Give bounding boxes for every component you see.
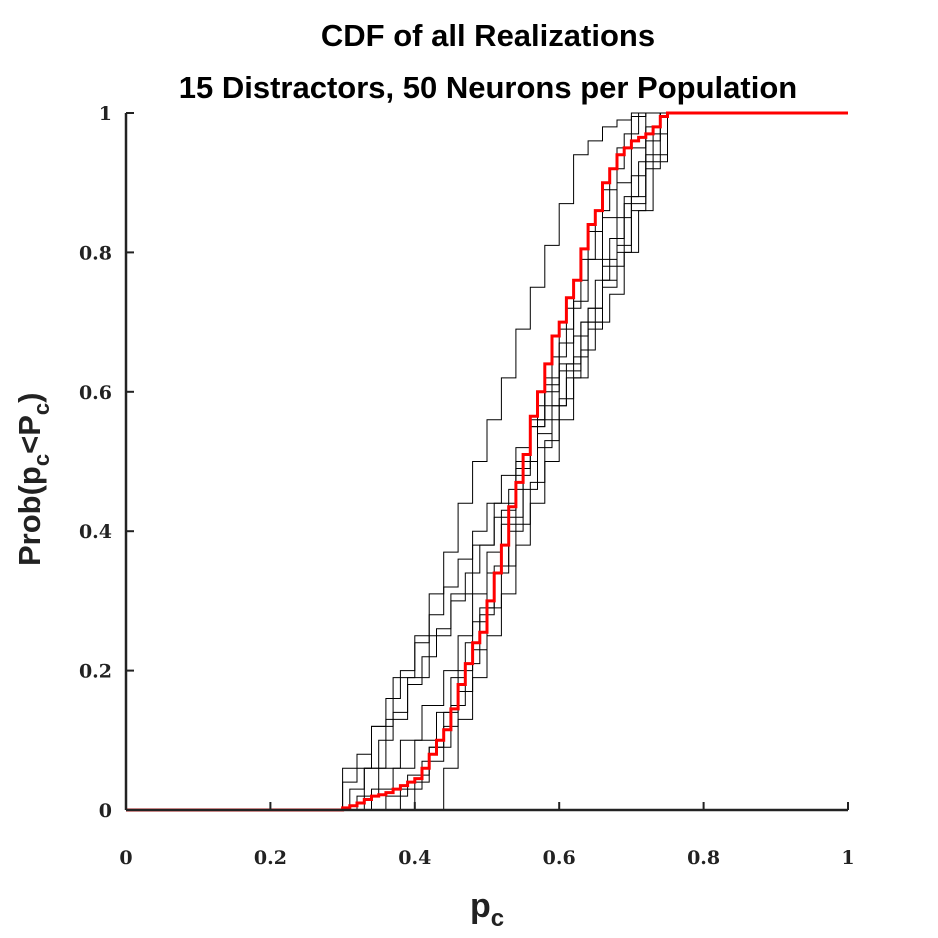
realization-line-9	[126, 112, 848, 811]
axis-ticks: 0 0.2 0.4 0.6 0.8 1 0 0.2 0.4 0.6 0.8 1	[79, 103, 855, 869]
realization-lines	[126, 112, 848, 811]
chart-subtitle: 15 Distractors, 50 Neurons per Populatio…	[179, 70, 797, 105]
mean-cdf-line	[126, 111, 848, 812]
y-tick-label: 0.8	[79, 242, 112, 264]
x-tick-label: 1	[841, 847, 854, 869]
y-tick-label: 0	[99, 800, 112, 822]
realization-line-3	[126, 112, 848, 811]
y-tick-label: 0.4	[79, 521, 112, 543]
mean-cdf-path	[126, 111, 848, 812]
y-axis-label: Prob(pc<Pc)	[12, 393, 54, 566]
x-tick-label: 0.2	[254, 847, 287, 869]
x-axis-label: pc	[470, 887, 504, 932]
y-tick-label: 0.2	[79, 661, 112, 683]
y-tick-label: 1	[99, 103, 112, 125]
x-tick-label: 0.6	[543, 847, 576, 869]
realization-line-10	[126, 112, 848, 811]
y-tick-label: 0.6	[79, 382, 112, 404]
x-tick-label: 0.4	[398, 847, 431, 869]
chart-title: CDF of all Realizations	[321, 18, 655, 53]
x-tick-label: 0.8	[687, 847, 720, 869]
realization-line-7	[126, 112, 848, 811]
x-tick-label: 0	[119, 847, 132, 869]
